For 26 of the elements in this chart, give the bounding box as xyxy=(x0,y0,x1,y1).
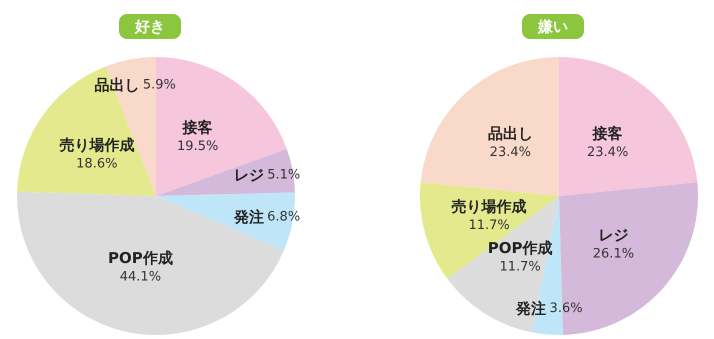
data-label: 11.7% xyxy=(499,260,541,275)
chart-title: 好き xyxy=(134,18,165,36)
data-label: 5.1% xyxy=(267,168,300,183)
data-label: 6.8% xyxy=(267,210,300,225)
data-label: 26.1% xyxy=(592,246,634,262)
data-label: 11.7% xyxy=(468,218,510,233)
data-label: 44.1% xyxy=(120,269,162,284)
slice-label: 品出し xyxy=(94,76,140,94)
data-label: 18.6% xyxy=(76,156,118,172)
slice-label: 発注 xyxy=(515,300,546,318)
slice-label: レジ xyxy=(234,166,264,184)
slice-label: 接客 xyxy=(592,124,623,142)
data-label: 19.5% xyxy=(177,139,218,154)
slice-label: 品出し xyxy=(488,124,533,142)
data-label: 3.6% xyxy=(550,301,583,316)
slice-label: 接客 xyxy=(182,118,213,137)
data-label: 5.9% xyxy=(142,77,176,92)
data-label: 23.4% xyxy=(587,144,628,160)
slice-label: 発注 xyxy=(232,208,264,226)
chart-title: 嫌い xyxy=(537,18,568,36)
slice-label: 売り場作成 xyxy=(452,197,527,216)
slice-label: 売り場作成 xyxy=(59,136,134,154)
data-label: 23.4% xyxy=(490,144,531,160)
slice-label: レジ xyxy=(598,226,628,244)
slice-label: POP作成 xyxy=(108,248,173,267)
slice-label: POP作成 xyxy=(488,239,552,258)
